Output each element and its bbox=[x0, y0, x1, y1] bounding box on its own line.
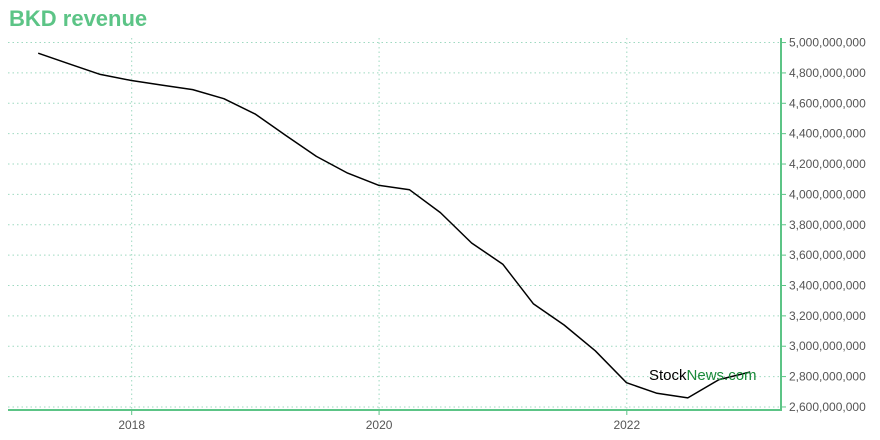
x-tick-label: 2022 bbox=[613, 418, 640, 432]
x-tick-label: 2020 bbox=[366, 418, 393, 432]
watermark: StockNews.com bbox=[649, 367, 757, 384]
y-tick-label: 2,800,000,000 bbox=[789, 370, 866, 384]
watermark-part1: Stock bbox=[649, 367, 687, 384]
y-tick-label: 4,200,000,000 bbox=[789, 157, 866, 171]
y-tick-label: 4,600,000,000 bbox=[789, 96, 866, 110]
y-tick-label: 2,600,000,000 bbox=[789, 400, 866, 414]
y-tick-labels: 2,600,000,000 2,800,000,000 3,000,000,000 3… bbox=[789, 36, 866, 414]
series-group bbox=[37, 52, 751, 399]
axes bbox=[8, 38, 786, 415]
y-tick-label: 4,800,000,000 bbox=[789, 66, 866, 80]
y-tick-label: 4,000,000,000 bbox=[789, 187, 866, 201]
chart-title: BKD revenue bbox=[9, 6, 148, 31]
y-tick-label: 4,400,000,000 bbox=[789, 127, 866, 141]
y-tick-label: 5,000,000,000 bbox=[789, 36, 866, 50]
y-tick-label: 3,600,000,000 bbox=[789, 248, 866, 262]
y-tick-label: 3,200,000,000 bbox=[789, 309, 866, 323]
y-tick-label: 3,400,000,000 bbox=[789, 278, 866, 292]
x-tick-label: 2018 bbox=[118, 418, 145, 432]
y-tick-label: 3,800,000,000 bbox=[789, 218, 866, 232]
watermark-part2: News.com bbox=[687, 367, 757, 384]
y-tick-label: 3,000,000,000 bbox=[789, 339, 866, 353]
x-tick-labels: 2018 2020 2022 bbox=[118, 418, 640, 432]
grid-lines bbox=[8, 38, 781, 410]
series-line bbox=[37, 52, 751, 399]
